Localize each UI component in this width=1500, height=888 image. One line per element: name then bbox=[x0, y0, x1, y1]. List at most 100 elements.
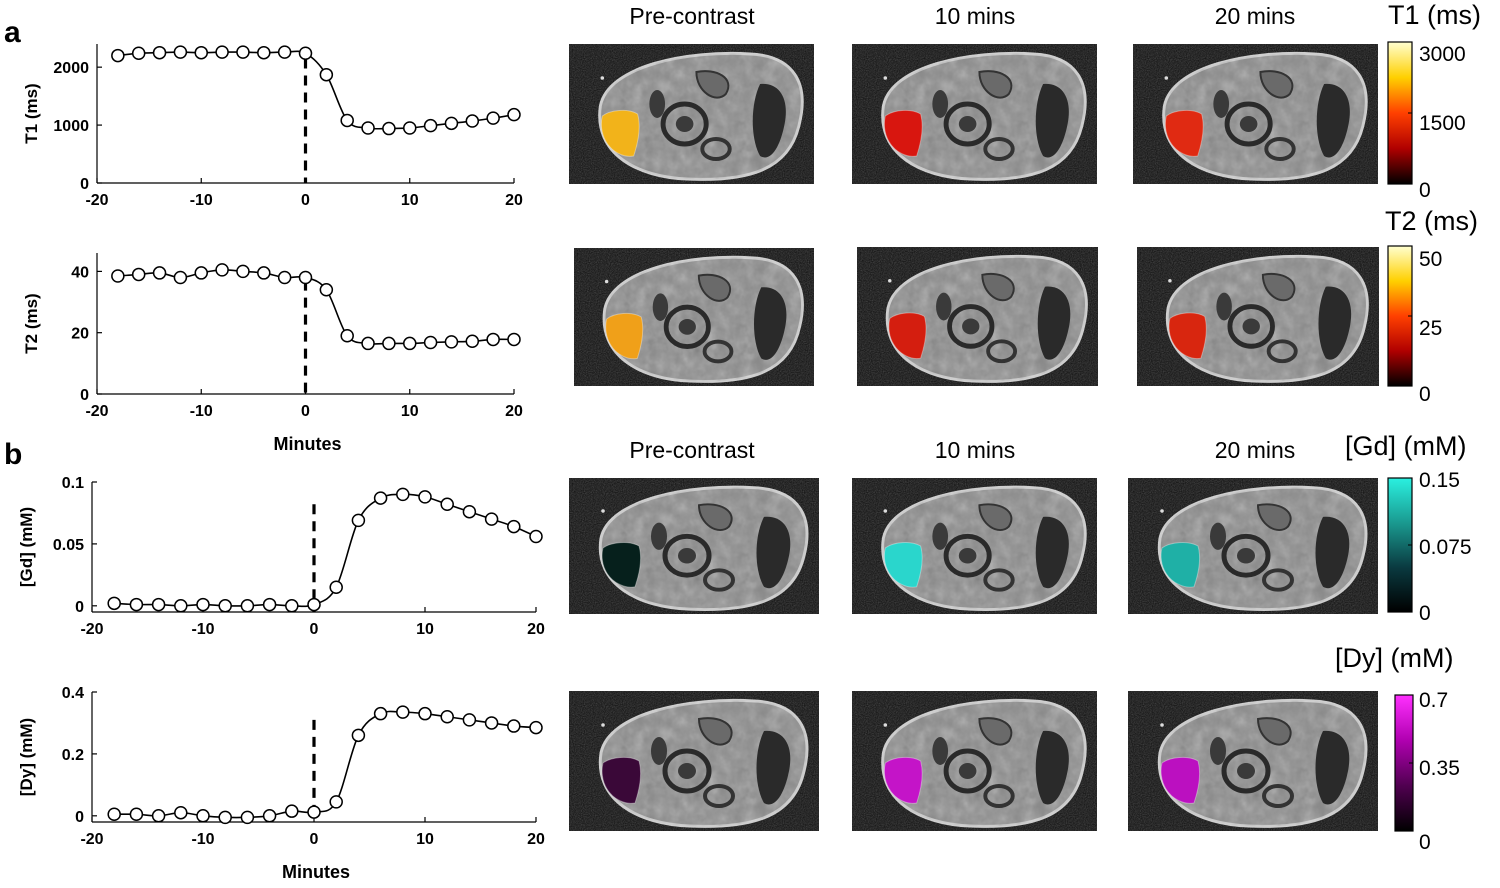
gd-plot-xtick-label: 20 bbox=[527, 621, 545, 638]
organ-core bbox=[1237, 547, 1255, 564]
t2-plot-ytick-label: 20 bbox=[71, 326, 89, 343]
gd-plot-point bbox=[218, 599, 232, 613]
dy-plot-xtick-label: -10 bbox=[191, 831, 214, 848]
t2-plot-xtick-label: -10 bbox=[190, 403, 213, 420]
image-content bbox=[885, 254, 1088, 383]
dark-organ bbox=[1035, 83, 1069, 158]
t1-plot-xtick-label: -20 bbox=[85, 192, 108, 209]
t2-plot-point bbox=[319, 283, 334, 297]
artifact-dot bbox=[1168, 278, 1172, 283]
dy-plot-point bbox=[351, 728, 366, 743]
t1-plot-xtick-label: 20 bbox=[505, 192, 523, 209]
dy-10-mins-image bbox=[852, 691, 1097, 831]
t1-plot-point bbox=[277, 45, 292, 59]
tissue-lobe bbox=[1259, 70, 1294, 99]
artifact-dot bbox=[601, 723, 605, 727]
dy-plot-point bbox=[196, 809, 210, 823]
t2-plot-point bbox=[173, 270, 188, 285]
organ-ring bbox=[662, 748, 712, 794]
roi-overlay bbox=[601, 756, 642, 804]
gd-plot-ytick-label: 0 bbox=[75, 599, 84, 616]
dy-plot-point bbox=[440, 710, 454, 724]
t2-colorbar-tick-max: 50 bbox=[1419, 248, 1443, 271]
image-content bbox=[1162, 51, 1368, 181]
t1-plot-ytick-label: 2000 bbox=[53, 60, 89, 77]
gd-plot-point bbox=[129, 597, 144, 612]
tissue-lobe bbox=[978, 70, 1013, 99]
t2-plot-point bbox=[340, 329, 354, 343]
dy-plot-xlabel: Minutes bbox=[282, 862, 350, 882]
bowel-loop bbox=[703, 568, 735, 592]
tissue-lobe bbox=[697, 717, 733, 746]
vessel bbox=[1216, 292, 1232, 321]
image-content bbox=[598, 698, 809, 828]
tissue-lobe bbox=[1256, 503, 1292, 532]
artifact-dot bbox=[1160, 509, 1164, 513]
vessel bbox=[1210, 737, 1226, 765]
t1-plot-ytick-label: 1000 bbox=[53, 118, 89, 135]
panel-label-a: a bbox=[4, 16, 21, 49]
dy-colorbar-tick-min: 0 bbox=[1419, 831, 1431, 854]
roi-overlay bbox=[605, 312, 644, 360]
gd-10-mins-image bbox=[852, 478, 1097, 614]
t1-plot-point bbox=[382, 121, 396, 136]
dy-pre-contrast-image bbox=[569, 691, 819, 831]
organ-core bbox=[958, 116, 977, 132]
t1-plot-point bbox=[131, 46, 146, 61]
t2-plot-point bbox=[465, 334, 480, 349]
dy-plot-xtick-label: 20 bbox=[527, 831, 545, 848]
vessel bbox=[932, 522, 949, 550]
image-content bbox=[1157, 485, 1368, 611]
artifact-dot bbox=[883, 723, 888, 727]
vessel bbox=[652, 293, 669, 321]
gd-plot: -20 -10 0 10 20 0 0.05 0.1 [Gd] (mM) bbox=[17, 475, 545, 638]
t2-20-mins-image bbox=[1137, 247, 1379, 386]
t2-plot-ytick-label: 0 bbox=[80, 387, 89, 404]
gd-plot-point bbox=[396, 487, 410, 502]
bowel-loop bbox=[700, 137, 732, 161]
organ-ring bbox=[660, 101, 709, 147]
tissue-lobe bbox=[1256, 717, 1292, 746]
t1-plot-ylabel: T1 (ms) bbox=[22, 83, 41, 143]
gd-plot-point bbox=[151, 597, 166, 612]
gd-plot-point bbox=[484, 512, 499, 526]
dy-colorbar-tick-max: 0.7 bbox=[1419, 689, 1449, 712]
image-title-b-10-mins: 10 mins bbox=[934, 437, 1016, 463]
dark-organ bbox=[1316, 83, 1350, 158]
dy-plot: -20 -10 0 10 20 0 0.2 0.4 [Dy] (mM) Minutes bbox=[17, 685, 545, 882]
t2-plot-xtick-label: 20 bbox=[505, 403, 523, 420]
organ-core bbox=[678, 318, 696, 335]
t2-plot-point bbox=[298, 270, 313, 285]
bowel-loop bbox=[983, 568, 1015, 592]
gd-plot-point bbox=[240, 599, 255, 613]
t2-plot-ylabel: T2 (ms) bbox=[22, 293, 41, 353]
dark-organ bbox=[752, 83, 786, 158]
organ-ring bbox=[943, 533, 992, 578]
dark-organ bbox=[1315, 730, 1350, 805]
dark-organ bbox=[756, 516, 791, 589]
vessel bbox=[1210, 522, 1226, 550]
image-content bbox=[881, 51, 1087, 181]
t2-plot-point bbox=[111, 269, 125, 283]
image-title-b-20-mins: 20 mins bbox=[1214, 437, 1296, 463]
vessel bbox=[649, 90, 666, 118]
gd-plot-xtick-label: 10 bbox=[416, 621, 434, 638]
roi-overlay bbox=[1160, 542, 1201, 588]
bowel-loop bbox=[1262, 784, 1294, 808]
bowel-loop bbox=[702, 339, 734, 364]
roi-overlay bbox=[601, 542, 642, 588]
image-content bbox=[598, 485, 809, 611]
t1-plot-point bbox=[298, 46, 313, 61]
gd-plot-point bbox=[307, 597, 321, 612]
gd-plot-xtick-label: -20 bbox=[80, 621, 103, 638]
organ-core bbox=[678, 763, 696, 779]
t1-colorbar-tick-max: 3000 bbox=[1419, 43, 1466, 66]
t1-plot-point bbox=[423, 118, 438, 133]
image-title-a-pre-contrast: Pre-contrast bbox=[629, 3, 755, 29]
t2-plot-point bbox=[152, 266, 167, 280]
t1-plot-point bbox=[194, 45, 208, 60]
dy-plot-point bbox=[240, 810, 255, 825]
dy-plot-point bbox=[218, 810, 232, 825]
tissue-lobe bbox=[697, 503, 733, 532]
